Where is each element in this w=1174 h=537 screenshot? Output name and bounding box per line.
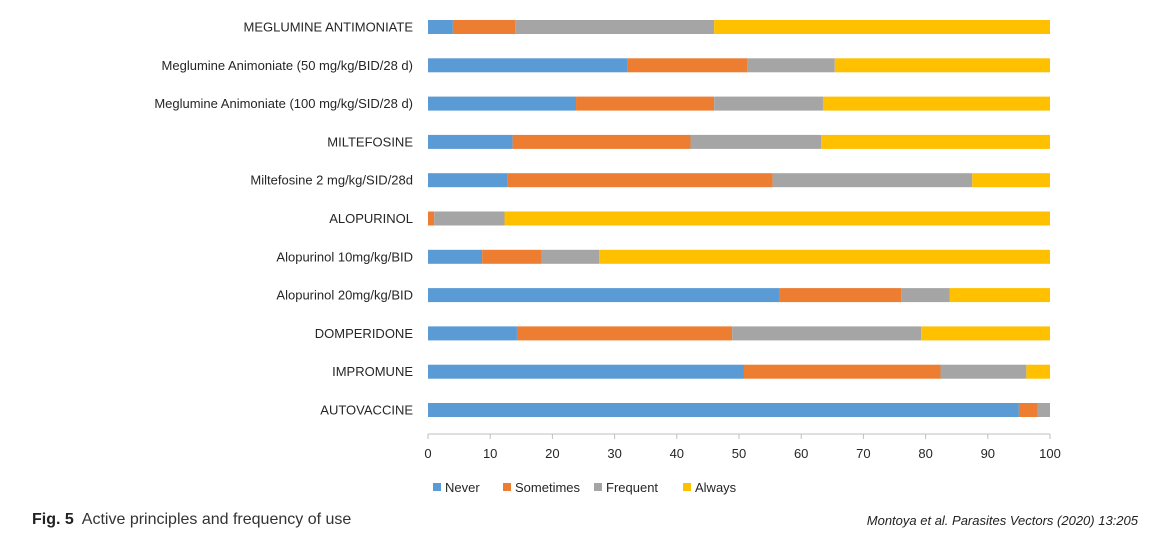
bar-sometimes-2	[627, 58, 748, 73]
category-labels: MEGLUMINE ANTIMONIATE Meglumine Animoniat…	[154, 20, 413, 418]
legend-label-frequent: Frequent	[606, 480, 658, 495]
bar-sometimes-7	[482, 249, 542, 264]
bar-sometimes-10	[743, 364, 941, 379]
x-tick-label: 10	[483, 446, 497, 461]
legend-swatch-sometimes	[503, 483, 511, 491]
bar-sometimes-1	[452, 20, 516, 34]
bar-frequent-6	[434, 211, 505, 226]
bar-frequent-1	[515, 20, 715, 34]
x-tick-label: 60	[794, 446, 808, 461]
bar-never-1	[428, 20, 453, 34]
bar-frequent-2	[747, 58, 835, 73]
x-tick-label: 80	[918, 446, 932, 461]
bar-sometimes-9	[516, 326, 733, 341]
legend-swatch-never	[433, 483, 441, 491]
legend-label-always: Always	[695, 480, 737, 495]
bar-always-1	[714, 20, 1050, 34]
bar-never-7	[428, 249, 483, 264]
legend-swatch-frequent	[594, 483, 602, 491]
bar-frequent-11	[1037, 403, 1050, 417]
bar-never-5	[428, 173, 508, 188]
bar-always-9	[921, 326, 1050, 341]
x-axis-ticks: 0 10 20 30 40 50 60 70 80 90 100	[424, 434, 1061, 461]
bar-never-11	[428, 403, 1019, 417]
category-label: Meglumine Animoniate (100 mg/kg/SID/28 d…	[154, 96, 413, 111]
x-tick-label: 100	[1039, 446, 1061, 461]
x-tick-label: 50	[732, 446, 746, 461]
category-label: ALOPURINOL	[329, 211, 413, 226]
x-tick-label: 40	[670, 446, 684, 461]
bar-always-10	[1026, 364, 1050, 379]
bar-sometimes-4	[512, 134, 691, 149]
bar-frequent-3	[714, 96, 823, 111]
bar-always-2	[834, 58, 1050, 73]
category-label: Miltefosine 2 mg/kg/SID/28d	[250, 173, 413, 188]
category-label: Meglumine Animoniate (50 mg/kg/BID/28 d)	[162, 58, 413, 73]
category-label: AUTOVACCINE	[320, 403, 413, 418]
category-label: Alopurinol 10mg/kg/BID	[276, 249, 413, 264]
legend-label-never: Never	[445, 480, 480, 495]
bar-sometimes-5	[507, 173, 773, 188]
category-label: MILTEFOSINE	[327, 134, 413, 149]
bar-never-8	[428, 288, 780, 303]
legend: Never Sometimes Frequent Always	[433, 480, 737, 495]
bar-frequent-7	[541, 249, 600, 264]
bar-never-9	[428, 326, 517, 341]
bar-frequent-8	[901, 288, 950, 303]
x-tick-label: 30	[607, 446, 621, 461]
x-tick-label: 90	[981, 446, 995, 461]
category-label: Alopurinol 20mg/kg/BID	[276, 288, 413, 303]
figure-label: Fig. 5	[32, 511, 74, 528]
bar-sometimes-11	[1018, 403, 1038, 417]
bar-sometimes-8	[779, 288, 902, 303]
bar-always-6	[504, 211, 1051, 226]
x-tick-label: 70	[856, 446, 870, 461]
bars-group	[428, 20, 1051, 417]
bar-never-4	[428, 134, 513, 149]
bar-always-7	[599, 249, 1050, 264]
bar-always-5	[972, 173, 1050, 188]
bar-always-8	[949, 288, 1050, 303]
bar-never-3	[428, 96, 577, 111]
bar-frequent-9	[732, 326, 922, 341]
figure-caption: Fig. 5 Active principles and frequency o…	[32, 511, 351, 529]
bar-frequent-5	[772, 173, 973, 188]
bar-never-2	[428, 58, 628, 73]
citation: Montoya et al. Parasites Vectors (2020) …	[866, 513, 1138, 528]
x-tick-label: 20	[545, 446, 559, 461]
bar-always-3	[822, 96, 1050, 111]
category-label: MEGLUMINE ANTIMONIATE	[244, 20, 414, 35]
legend-label-sometimes: Sometimes	[515, 480, 581, 495]
bar-frequent-4	[690, 134, 822, 149]
bar-never-10	[428, 364, 744, 379]
stacked-bar-chart: MEGLUMINE ANTIMONIATE Meglumine Animoniat…	[154, 20, 1061, 496]
bar-frequent-10	[940, 364, 1027, 379]
x-tick-label: 0	[424, 446, 431, 461]
bar-sometimes-3	[576, 96, 715, 111]
figure-caption-text: Active principles and frequency of use	[81, 511, 352, 528]
category-label: IMPROMUNE	[332, 364, 413, 379]
bar-sometimes-6	[428, 211, 435, 226]
category-label: DOMPERIDONE	[315, 326, 414, 341]
bar-always-4	[821, 134, 1050, 149]
legend-swatch-always	[683, 483, 691, 491]
